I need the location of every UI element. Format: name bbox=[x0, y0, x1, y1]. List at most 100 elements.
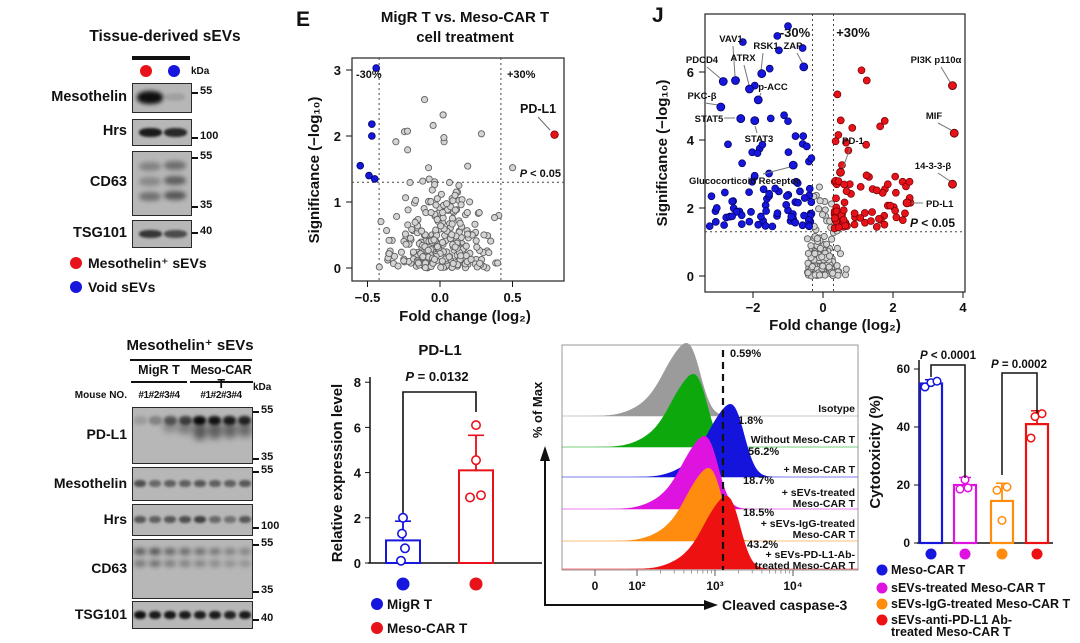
scatter-point-gray bbox=[466, 198, 474, 206]
scatter-point-up bbox=[862, 140, 870, 149]
y-tick: 6 bbox=[687, 65, 694, 80]
annotation-label: ZAP bbox=[784, 41, 804, 52]
scatter-point-gray bbox=[429, 121, 437, 130]
scatter-point-up bbox=[872, 186, 881, 195]
x-tick: 10³ bbox=[706, 579, 723, 593]
scatter-point-down bbox=[771, 184, 780, 193]
blot-band bbox=[179, 611, 192, 619]
arrow-up-icon bbox=[540, 446, 550, 461]
scatter-point-gray bbox=[438, 257, 446, 265]
blot-band bbox=[238, 548, 251, 555]
blot-image bbox=[132, 539, 253, 599]
protein-label: CD63 bbox=[91, 560, 127, 576]
scatter-point-down bbox=[805, 222, 814, 231]
protein-label: Hrs bbox=[103, 511, 127, 527]
y-tick: 4 bbox=[354, 466, 362, 481]
scatter-point-up bbox=[862, 76, 871, 85]
kda-value: 55 bbox=[261, 463, 274, 476]
annotation-label: 14-3-3-β bbox=[915, 161, 952, 172]
scatter-point-gray bbox=[403, 127, 412, 135]
annotation-leader bbox=[732, 45, 736, 77]
blot-band bbox=[134, 516, 147, 523]
scatter-point-gray bbox=[383, 226, 391, 235]
kda-value: 55 bbox=[200, 150, 213, 163]
legend-dot bbox=[876, 598, 888, 610]
scatter-point-gray bbox=[425, 164, 433, 172]
kda-tick bbox=[192, 136, 198, 139]
x-axis-label: Cleaved caspase-3 bbox=[722, 597, 848, 613]
annotated-point-up bbox=[948, 179, 957, 189]
scatter-point-gray bbox=[433, 215, 441, 223]
scatter-point-up bbox=[880, 220, 889, 229]
scatter-point-gray bbox=[471, 220, 479, 228]
y-tick: 0 bbox=[903, 536, 910, 550]
panel-title: Mesothelin⁺ sEVs bbox=[126, 337, 254, 354]
blot-band bbox=[208, 560, 221, 567]
scatter-point-gray bbox=[437, 263, 445, 271]
scatter-point-up bbox=[867, 217, 875, 225]
plot-frame bbox=[561, 344, 859, 571]
scatter-point-gray bbox=[449, 259, 457, 268]
annotation-leader bbox=[537, 116, 551, 131]
annotation-label: Glucocorticoid Receptor bbox=[689, 176, 800, 187]
scatter-point-down bbox=[796, 187, 804, 196]
sample-dot bbox=[140, 65, 152, 77]
scatter-point-gray bbox=[404, 146, 412, 154]
pvalue-label: P = 0.0002 bbox=[991, 359, 1047, 371]
scatter-point-gray bbox=[440, 134, 448, 142]
blot-band bbox=[149, 480, 162, 487]
x-axis-label: Fold change (log₂) bbox=[769, 317, 901, 334]
annotated-point-down bbox=[736, 114, 746, 123]
scatter-point-gray bbox=[427, 198, 435, 206]
blot-band bbox=[164, 191, 186, 200]
x-tick: 0.5 bbox=[503, 290, 521, 305]
scatter-point-gray bbox=[400, 257, 408, 265]
scatter-point-gray bbox=[424, 246, 432, 254]
kda-value: 55 bbox=[261, 404, 274, 417]
blot-band bbox=[223, 516, 236, 523]
pvalue-label: P < 0.05 bbox=[520, 168, 561, 180]
gate-percentage: 18.5% bbox=[743, 507, 774, 519]
up-threshold-label: +30% bbox=[507, 69, 536, 81]
annotated-point-up bbox=[836, 167, 845, 177]
y-axis-label: Cytotoxicity (%) bbox=[867, 395, 884, 508]
blot-band bbox=[164, 560, 177, 567]
x-tick: 10² bbox=[628, 579, 645, 593]
blot-band bbox=[238, 480, 251, 487]
blot-band bbox=[179, 560, 192, 567]
blot-band bbox=[148, 416, 162, 425]
scatter-point-gray bbox=[829, 269, 837, 277]
y-tick: 4 bbox=[687, 133, 695, 148]
scatter-point-gray bbox=[455, 181, 463, 189]
scatter-point-up bbox=[891, 172, 900, 181]
scatter-point-gray bbox=[816, 197, 824, 205]
scatter-point-gray bbox=[820, 232, 828, 240]
scatter-point-gray bbox=[477, 130, 486, 138]
chart-title: PD-L1 bbox=[418, 342, 461, 359]
scatter-point-down bbox=[745, 188, 753, 197]
protein-label: PD-L1 bbox=[86, 426, 127, 442]
scatter-point-gray bbox=[813, 234, 821, 243]
scatter-point-down bbox=[799, 132, 808, 140]
blot-band bbox=[207, 422, 222, 440]
pvalue-label: P = 0.0132 bbox=[405, 369, 468, 384]
blot-band bbox=[237, 422, 252, 438]
scatter-point-gray bbox=[456, 219, 464, 227]
blot-band bbox=[139, 192, 161, 201]
scatter-point-up bbox=[857, 66, 866, 75]
annotation-label: ATRX bbox=[730, 53, 756, 64]
scatter-point-up bbox=[834, 131, 843, 139]
scatter-point-gray bbox=[409, 248, 417, 256]
chart-title: cell treatment bbox=[416, 29, 514, 46]
scatter-point-gray bbox=[816, 244, 824, 252]
blot-band bbox=[149, 516, 162, 523]
annotation-label: PKC-β bbox=[687, 91, 716, 102]
scatter-point-gray bbox=[439, 208, 447, 217]
blot-band bbox=[223, 416, 237, 425]
cytotoxicity-bar-chart: 0 20 40 60 Cytotoxicity (%) P < 0.0001 P = 0.0… bbox=[867, 350, 1071, 639]
scatter-point-up bbox=[833, 90, 842, 99]
scatter-point-down bbox=[728, 212, 736, 221]
scatter-point-gray bbox=[377, 218, 385, 226]
scatter-point-down bbox=[707, 192, 716, 201]
kda-tick bbox=[253, 411, 259, 414]
